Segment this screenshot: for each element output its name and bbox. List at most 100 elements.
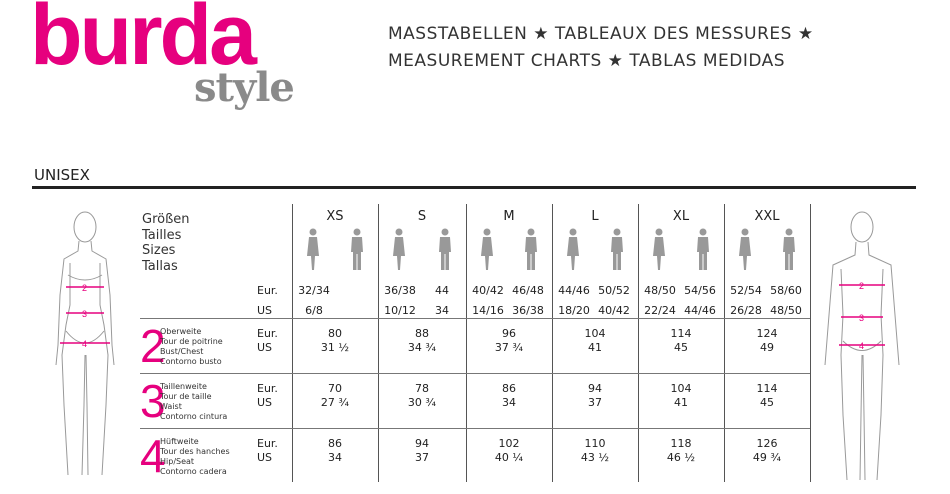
women-us-size: 18/20 bbox=[558, 304, 590, 317]
row-divider bbox=[140, 318, 810, 319]
measurement-number: 3 bbox=[140, 375, 166, 427]
figure-label-3: 3 bbox=[859, 313, 864, 323]
label: Tour de taille bbox=[160, 392, 212, 401]
measurement-labels: Hüftweite Tour des hanches Hip/Seat Contorn… bbox=[160, 437, 230, 477]
title-line-1: MASSTABELLEN ★ TABLEAUX DES MESSURES ★ bbox=[388, 24, 814, 44]
us-label: US bbox=[257, 451, 273, 464]
eur-value: 104 bbox=[584, 327, 606, 340]
eur-value: 86 bbox=[502, 382, 516, 395]
logo-style: style bbox=[194, 64, 295, 111]
eur-value: 70 bbox=[328, 382, 342, 395]
eur-value: 124 bbox=[756, 327, 778, 340]
us-value: 43 ½ bbox=[580, 451, 610, 464]
men-eur-size: 46/48 bbox=[512, 284, 544, 297]
men-us-size: 34 bbox=[435, 304, 449, 317]
women-eur-size: 48/50 bbox=[644, 284, 676, 297]
men-us-size: 36/38 bbox=[512, 304, 544, 317]
eur-value: 114 bbox=[756, 382, 778, 395]
us-value: 45 bbox=[674, 341, 688, 354]
label: Bust/Chest bbox=[160, 347, 204, 356]
female-icon bbox=[306, 228, 320, 274]
us-value: 37 ¾ bbox=[494, 341, 524, 354]
eur-value: 94 bbox=[415, 437, 429, 450]
eur-value: 114 bbox=[670, 327, 692, 340]
label: Hüftweite bbox=[160, 437, 199, 446]
section-title: UNISEX bbox=[34, 166, 90, 184]
column-divider bbox=[724, 204, 725, 482]
label: Tour de poitrine bbox=[160, 337, 223, 346]
female-figure: 2 3 4 bbox=[55, 211, 115, 476]
us-value: 37 bbox=[415, 451, 429, 464]
label: Contorno cintura bbox=[160, 412, 228, 421]
column-divider bbox=[466, 204, 467, 482]
figure-label-2: 2 bbox=[859, 281, 864, 291]
measurement-number: 2 bbox=[140, 320, 166, 372]
eur-value: 126 bbox=[756, 437, 778, 450]
label: Tour des hanches bbox=[160, 447, 230, 456]
us-label: US bbox=[257, 341, 273, 354]
us-value: 49 bbox=[760, 341, 774, 354]
female-icon bbox=[738, 228, 752, 274]
label: Contorno cadera bbox=[160, 467, 227, 476]
female-icon bbox=[566, 228, 580, 274]
eur-value: 94 bbox=[588, 382, 602, 395]
eur-value: 96 bbox=[502, 327, 516, 340]
size-header: XS bbox=[326, 209, 344, 224]
size-header: XXL bbox=[754, 209, 780, 224]
measurement-labels: Oberweite Tour de poitrine Bust/Chest Conto… bbox=[160, 327, 223, 367]
column-divider bbox=[378, 204, 379, 482]
figure-label-3: 3 bbox=[82, 309, 87, 319]
us-value: 46 ½ bbox=[666, 451, 696, 464]
women-eur-size: 44/46 bbox=[558, 284, 590, 297]
eur-value: 102 bbox=[498, 437, 520, 450]
us-value: 41 bbox=[674, 396, 688, 409]
male-icon bbox=[782, 228, 796, 274]
divider bbox=[32, 186, 916, 189]
label: Größen bbox=[142, 212, 190, 227]
eur-value: 80 bbox=[328, 327, 342, 340]
size-header: M bbox=[503, 209, 515, 224]
size-header: XL bbox=[672, 209, 690, 224]
eur-value: 110 bbox=[584, 437, 606, 450]
male-icon bbox=[438, 228, 452, 274]
us-value: 49 ¾ bbox=[752, 451, 782, 464]
figure-label-4: 4 bbox=[82, 339, 87, 349]
label: Tallas bbox=[142, 258, 178, 274]
us-value: 37 bbox=[588, 396, 602, 409]
women-us-size: 22/24 bbox=[644, 304, 676, 317]
label: Waist bbox=[160, 402, 182, 411]
male-figure: 2 3 4 bbox=[824, 211, 900, 481]
label: Hip/Seat bbox=[160, 457, 195, 466]
column-divider bbox=[638, 204, 639, 482]
eur-label: Eur. bbox=[257, 437, 278, 450]
label: Sizes bbox=[142, 243, 176, 258]
measurement-number: 4 bbox=[140, 430, 166, 482]
row-divider bbox=[140, 428, 810, 429]
women-us-size: 6/8 bbox=[305, 304, 323, 317]
label: Oberweite bbox=[160, 327, 202, 336]
figure-label-4: 4 bbox=[859, 341, 864, 351]
female-icon bbox=[480, 228, 494, 274]
eur-value: 88 bbox=[415, 327, 429, 340]
male-icon bbox=[524, 228, 538, 274]
eur-label: Eur. bbox=[257, 327, 278, 340]
men-eur-size: 50/52 bbox=[598, 284, 630, 297]
size-header: S bbox=[417, 209, 427, 224]
sizes-label: Größen Tailles Sizes Tallas bbox=[142, 212, 190, 274]
measurement-labels: Taillenweite Tour de taille Waist Contorno … bbox=[160, 382, 227, 422]
eur-value: 86 bbox=[328, 437, 342, 450]
women-eur-size: 52/54 bbox=[730, 284, 762, 297]
eur-label: Eur. bbox=[257, 382, 278, 395]
men-eur-size: 54/56 bbox=[684, 284, 716, 297]
female-icon bbox=[652, 228, 666, 274]
women-us-size: 10/12 bbox=[384, 304, 416, 317]
women-us-size: 26/28 bbox=[730, 304, 762, 317]
us-label: US bbox=[257, 304, 273, 317]
eur-value: 78 bbox=[415, 382, 429, 395]
figure-label-2: 2 bbox=[82, 283, 87, 293]
row-divider bbox=[140, 373, 810, 374]
us-label: US bbox=[257, 396, 273, 409]
column-divider bbox=[810, 204, 811, 482]
label: Taillenweite bbox=[160, 382, 207, 391]
title-line-2: MEASUREMENT CHARTS ★ TABLAS MEDIDAS bbox=[388, 51, 786, 71]
